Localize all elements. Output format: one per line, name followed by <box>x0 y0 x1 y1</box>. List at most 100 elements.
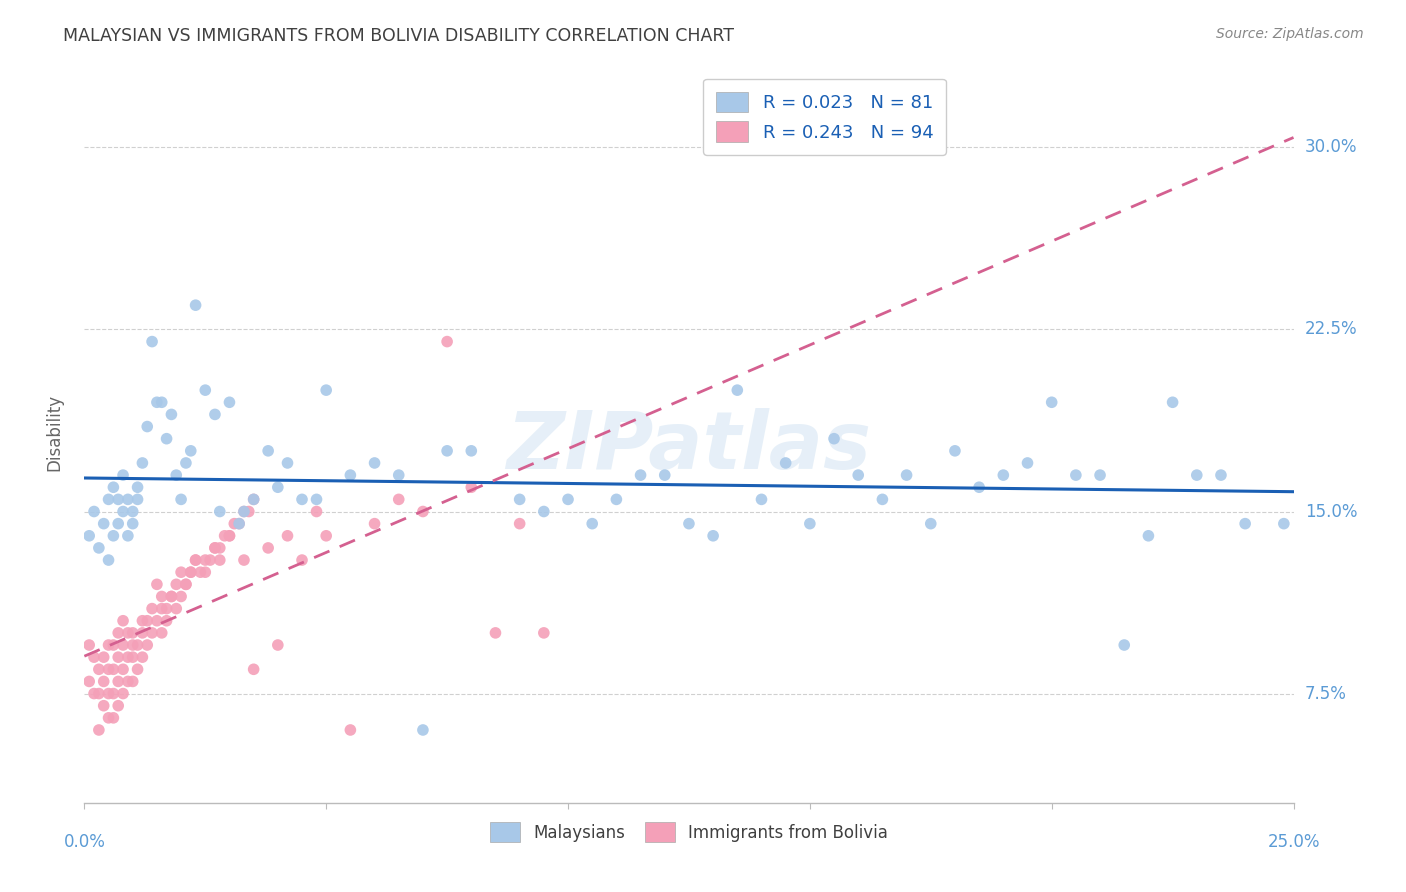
Text: 0.0%: 0.0% <box>63 833 105 851</box>
Text: 25.0%: 25.0% <box>1267 833 1320 851</box>
Point <box>509 492 531 507</box>
Point <box>87 662 110 676</box>
Point <box>155 432 177 446</box>
Point <box>630 468 652 483</box>
Point <box>117 492 139 507</box>
Point <box>174 456 197 470</box>
Point <box>846 468 869 483</box>
Point <box>174 577 197 591</box>
Point <box>87 687 110 701</box>
Point <box>141 601 163 615</box>
Point <box>896 468 918 483</box>
Point <box>654 468 676 483</box>
Point <box>533 626 555 640</box>
Point <box>112 687 135 701</box>
Point <box>228 516 250 531</box>
Point <box>83 504 105 518</box>
Point <box>107 650 129 665</box>
Text: 7.5%: 7.5% <box>1305 684 1347 703</box>
Point <box>1161 395 1184 409</box>
Point <box>509 516 531 531</box>
Point <box>170 590 193 604</box>
Point <box>136 614 159 628</box>
Point <box>107 698 129 713</box>
Point <box>184 298 207 312</box>
Point <box>83 650 105 665</box>
Point <box>77 638 100 652</box>
Point <box>872 492 894 507</box>
Point <box>93 650 115 665</box>
Point <box>165 577 187 591</box>
Point <box>208 553 231 567</box>
Point <box>775 456 797 470</box>
Point <box>87 541 110 555</box>
Point <box>1064 468 1087 483</box>
Y-axis label: Disability: Disability <box>45 394 63 471</box>
Point <box>136 638 159 652</box>
Point <box>218 529 240 543</box>
Point <box>315 383 337 397</box>
Point <box>121 638 143 652</box>
Point <box>160 408 183 422</box>
Point <box>112 504 135 518</box>
Point <box>204 541 226 555</box>
Point <box>484 626 506 640</box>
Point <box>112 638 135 652</box>
Point <box>702 529 724 543</box>
Point <box>184 553 207 567</box>
Point <box>1114 638 1136 652</box>
Point <box>204 408 226 422</box>
Point <box>412 723 434 737</box>
Point <box>127 492 149 507</box>
Point <box>131 626 153 640</box>
Point <box>107 492 129 507</box>
Point <box>257 443 280 458</box>
Point <box>180 565 202 579</box>
Point <box>93 698 115 713</box>
Point <box>117 529 139 543</box>
Point <box>150 590 173 604</box>
Point <box>121 504 143 518</box>
Point <box>117 650 139 665</box>
Point <box>155 614 177 628</box>
Point <box>184 553 207 567</box>
Point <box>242 662 264 676</box>
Point <box>97 687 120 701</box>
Point <box>267 638 290 652</box>
Point <box>198 553 221 567</box>
Point <box>112 662 135 676</box>
Point <box>97 638 120 652</box>
Point <box>131 650 153 665</box>
Point <box>1234 516 1257 531</box>
Point <box>242 492 264 507</box>
Point <box>993 468 1015 483</box>
Point <box>103 638 125 652</box>
Point <box>238 504 260 518</box>
Point <box>233 553 256 567</box>
Point <box>146 577 169 591</box>
Point <box>180 443 202 458</box>
Point <box>920 516 942 531</box>
Point <box>107 516 129 531</box>
Point <box>218 529 240 543</box>
Point <box>146 614 169 628</box>
Point <box>257 541 280 555</box>
Point <box>103 662 125 676</box>
Point <box>305 504 328 518</box>
Point <box>103 687 125 701</box>
Point <box>146 395 169 409</box>
Point <box>533 504 555 518</box>
Point <box>127 638 149 652</box>
Point <box>165 601 187 615</box>
Text: ZIPatlas: ZIPatlas <box>506 409 872 486</box>
Point <box>967 480 990 494</box>
Point <box>93 516 115 531</box>
Text: 30.0%: 30.0% <box>1305 138 1357 156</box>
Point <box>291 553 314 567</box>
Point <box>165 468 187 483</box>
Point <box>97 492 120 507</box>
Point <box>131 456 153 470</box>
Point <box>204 541 226 555</box>
Point <box>276 529 298 543</box>
Point <box>107 674 129 689</box>
